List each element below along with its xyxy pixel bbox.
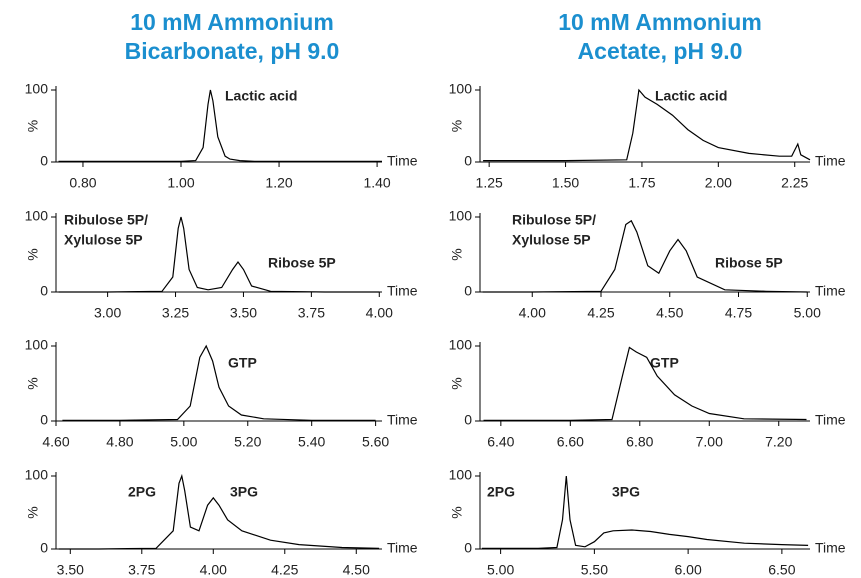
x-tick-label: 4.25 bbox=[587, 305, 614, 321]
peak-label: 2PG bbox=[487, 484, 515, 500]
x-tick-label: 4.50 bbox=[343, 562, 370, 578]
peak-label: Xylulose 5P bbox=[512, 232, 591, 248]
x-tick-label: 4.50 bbox=[656, 305, 683, 321]
x-tick-label: 5.60 bbox=[362, 434, 389, 450]
peak-label: GTP bbox=[650, 355, 679, 371]
y-tick-label: 100 bbox=[449, 337, 473, 353]
x-axis-label: Time bbox=[815, 412, 846, 428]
peak-label: Xylulose 5P bbox=[64, 232, 143, 248]
x-tick-label: 4.00 bbox=[200, 562, 227, 578]
peak-label: GTP bbox=[228, 355, 257, 371]
x-axis-label: Time bbox=[815, 283, 846, 299]
x-axis-label: Time bbox=[387, 153, 418, 169]
x-tick-label: 5.40 bbox=[298, 434, 325, 450]
x-tick-label: 0.80 bbox=[69, 175, 96, 191]
y-axis-label: % bbox=[449, 377, 465, 389]
trace bbox=[483, 88, 811, 162]
x-tick-label: 1.20 bbox=[265, 175, 292, 191]
x-tick-label: 5.00 bbox=[487, 562, 514, 578]
y-tick-label: 0 bbox=[464, 283, 472, 299]
peak-label: Ribose 5P bbox=[268, 255, 336, 271]
x-tick-label: 4.25 bbox=[271, 562, 298, 578]
peak-label: Lactic acid bbox=[225, 88, 297, 104]
trace bbox=[58, 216, 380, 293]
y-tick-label: 0 bbox=[464, 153, 472, 169]
x-tick-label: 6.60 bbox=[557, 434, 584, 450]
x-tick-label: 3.25 bbox=[162, 305, 189, 321]
y-axis-label: % bbox=[25, 377, 41, 389]
x-axis-label: Time bbox=[815, 540, 846, 556]
x-tick-label: 3.50 bbox=[57, 562, 84, 578]
x-tick-label: 1.50 bbox=[552, 175, 579, 191]
y-axis-label: % bbox=[25, 120, 41, 132]
x-tick-label: 5.20 bbox=[234, 434, 261, 450]
x-axis-label: Time bbox=[387, 283, 418, 299]
y-tick-label: 0 bbox=[40, 283, 48, 299]
x-tick-label: 6.50 bbox=[768, 562, 795, 578]
trace bbox=[58, 473, 380, 550]
x-tick-label: 4.00 bbox=[519, 305, 546, 321]
x-tick-label: 6.00 bbox=[675, 562, 702, 578]
x-tick-label: 2.25 bbox=[781, 175, 808, 191]
y-tick-label: 100 bbox=[449, 81, 473, 97]
y-tick-label: 0 bbox=[40, 153, 48, 169]
trace bbox=[62, 344, 376, 421]
peak-label: 3PG bbox=[230, 484, 258, 500]
y-axis-label: % bbox=[25, 248, 41, 260]
x-tick-label: 6.40 bbox=[487, 434, 514, 450]
x-tick-label: 2.00 bbox=[705, 175, 732, 191]
x-tick-label: 5.50 bbox=[581, 562, 608, 578]
y-tick-label: 0 bbox=[464, 412, 472, 428]
y-axis-label: % bbox=[449, 248, 465, 260]
x-tick-label: 4.60 bbox=[42, 434, 69, 450]
y-tick-label: 100 bbox=[25, 81, 49, 97]
x-tick-label: 4.75 bbox=[725, 305, 752, 321]
trace bbox=[483, 346, 807, 421]
x-tick-label: 3.75 bbox=[128, 562, 155, 578]
x-tick-label: 1.75 bbox=[628, 175, 655, 191]
column-title: Bicarbonate, pH 9.0 bbox=[125, 38, 340, 64]
y-axis-label: % bbox=[449, 120, 465, 132]
y-tick-label: 0 bbox=[40, 540, 48, 556]
peak-label: Ribulose 5P/ bbox=[64, 212, 148, 228]
trace bbox=[482, 219, 808, 293]
trace bbox=[58, 89, 382, 162]
peak-label: Ribulose 5P/ bbox=[512, 212, 596, 228]
x-tick-label: 4.00 bbox=[366, 305, 393, 321]
peak-label: 2PG bbox=[128, 484, 156, 500]
y-axis-label: % bbox=[25, 506, 41, 518]
x-tick-label: 3.75 bbox=[298, 305, 325, 321]
y-tick-label: 100 bbox=[25, 208, 49, 224]
x-tick-label: 1.40 bbox=[363, 175, 390, 191]
peak-label: 3PG bbox=[612, 484, 640, 500]
y-tick-label: 0 bbox=[40, 412, 48, 428]
x-tick-label: 4.80 bbox=[106, 434, 133, 450]
trace bbox=[481, 475, 809, 549]
y-tick-label: 100 bbox=[25, 467, 49, 483]
x-tick-label: 6.80 bbox=[626, 434, 653, 450]
x-tick-label: 7.00 bbox=[696, 434, 723, 450]
peak-label: Lactic acid bbox=[655, 88, 727, 104]
x-axis-label: Time bbox=[815, 153, 846, 169]
x-axis-label: Time bbox=[387, 412, 418, 428]
x-tick-label: 1.00 bbox=[167, 175, 194, 191]
peak-label: Ribose 5P bbox=[715, 255, 783, 271]
y-tick-label: 0 bbox=[464, 540, 472, 556]
x-tick-label: 5.00 bbox=[794, 305, 821, 321]
y-axis-label: % bbox=[449, 506, 465, 518]
y-tick-label: 100 bbox=[25, 337, 49, 353]
column-title: 10 mM Ammonium bbox=[130, 9, 334, 35]
x-tick-label: 1.25 bbox=[476, 175, 503, 191]
x-tick-label: 7.20 bbox=[765, 434, 792, 450]
x-tick-label: 3.00 bbox=[94, 305, 121, 321]
x-tick-label: 5.00 bbox=[170, 434, 197, 450]
x-axis-label: Time bbox=[387, 540, 418, 556]
column-title: 10 mM Ammonium bbox=[558, 9, 762, 35]
y-tick-label: 100 bbox=[449, 208, 473, 224]
column-title: Acetate, pH 9.0 bbox=[578, 38, 743, 64]
x-tick-label: 3.50 bbox=[230, 305, 257, 321]
y-tick-label: 100 bbox=[449, 467, 473, 483]
